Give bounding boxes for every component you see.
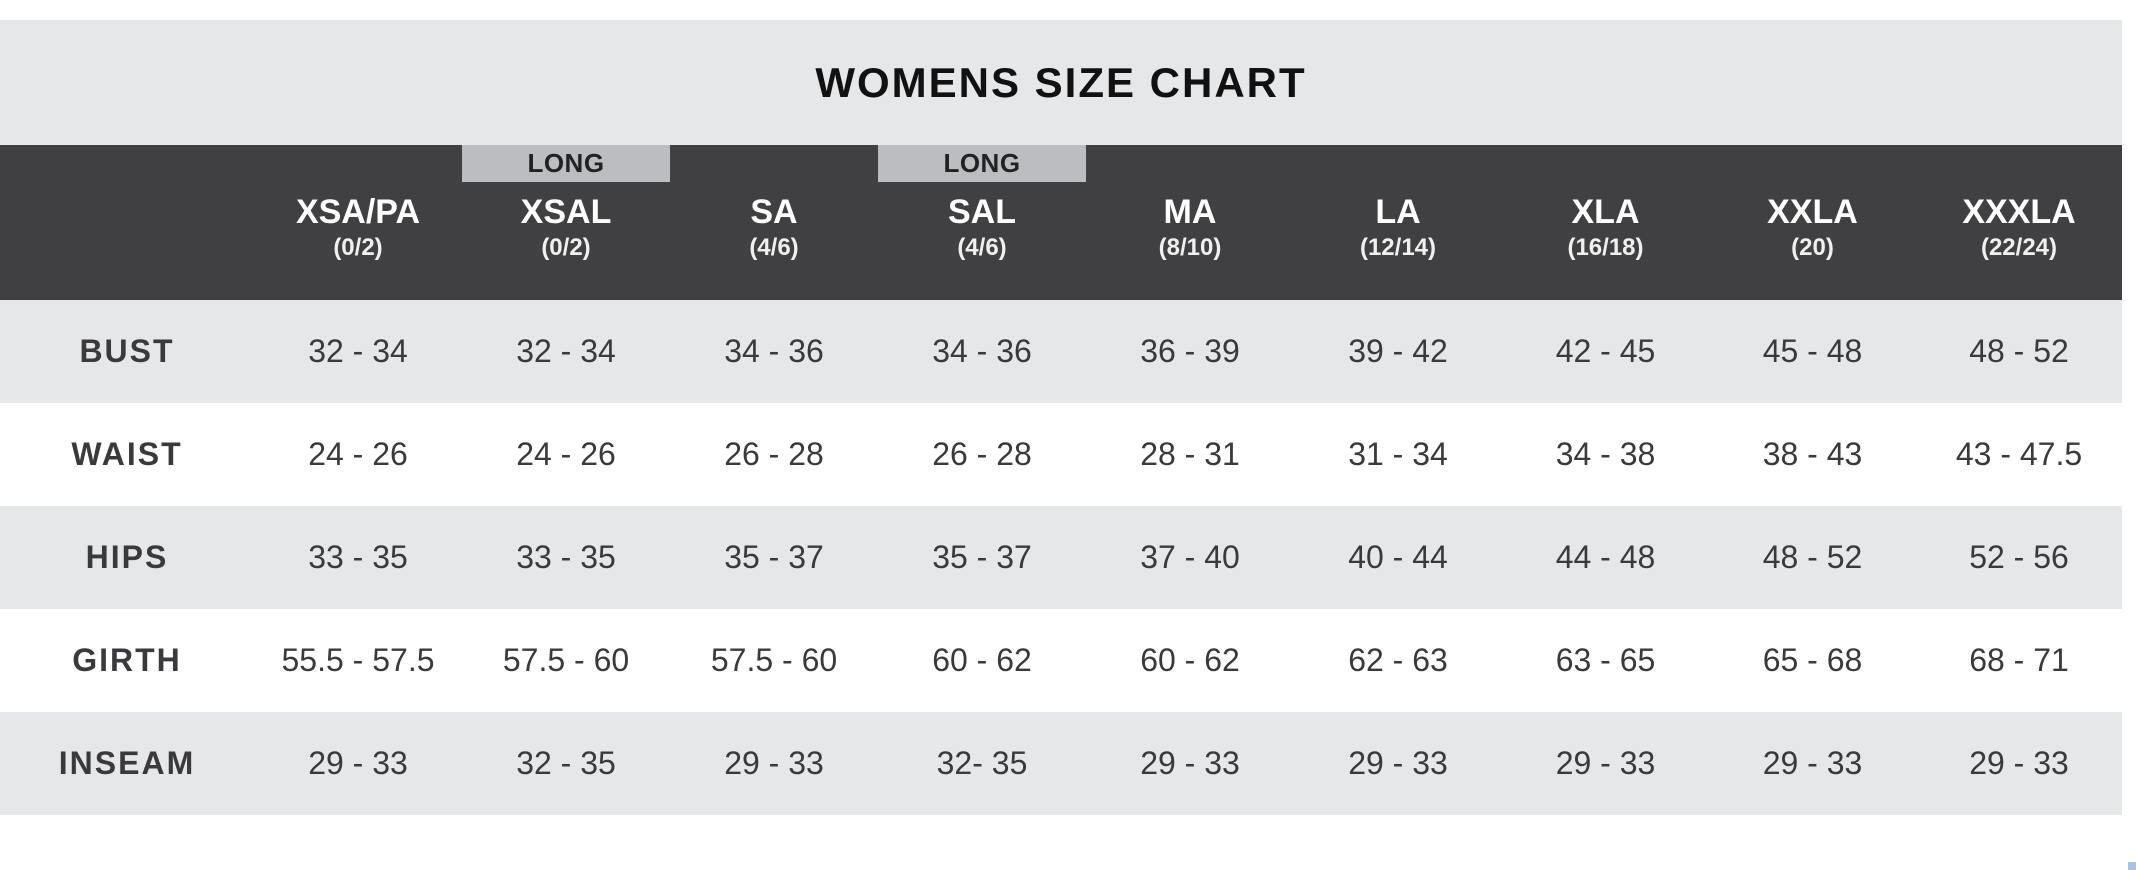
measurement-cell: 42 - 45: [1502, 300, 1709, 403]
size-table: XSA/PA (0/2) LONG XSAL (0/2) SA (4/6) LONG SAL (4…: [0, 145, 2122, 815]
table-body: BUST 32 - 34 32 - 34 34 - 36 34 - 36 36 - 39 3…: [0, 300, 2122, 815]
size-column-header: LONG SAL (4/6): [878, 145, 1086, 300]
title-bar: WOMENS SIZE CHART: [0, 20, 2122, 145]
measurement-cell: 35 - 37: [670, 506, 878, 609]
measurement-cell: 44 - 48: [1502, 506, 1709, 609]
measurement-cell: 34 - 38: [1502, 403, 1709, 506]
measurement-cell: 31 - 34: [1294, 403, 1502, 506]
size-number: (8/10): [1158, 233, 1222, 261]
measurement-cell: 24 - 26: [254, 403, 462, 506]
measurement-row-inseam: INSEAM 29 - 33 32 - 35 29 - 33 32- 35 29 - 33…: [0, 712, 2122, 815]
measurement-cell: 29 - 33: [254, 712, 462, 815]
measurement-cell: 68 - 71: [1916, 609, 2122, 712]
measurement-row-hips: HIPS 33 - 35 33 - 35 35 - 37 35 - 37 37 - 40 4…: [0, 506, 2122, 609]
size-code: SAL: [948, 192, 1016, 231]
measurement-cell: 33 - 35: [462, 506, 670, 609]
size-code: XSA/PA: [295, 192, 421, 231]
row-label: HIPS: [0, 506, 254, 609]
size-column-header: XSA/PA (0/2): [254, 145, 462, 300]
long-tag: LONG: [878, 145, 1086, 182]
chart-title: WOMENS SIZE CHART: [815, 58, 1307, 106]
measurement-cell: 62 - 63: [1294, 609, 1502, 712]
long-tag: LONG: [462, 145, 670, 182]
size-code: XXXLA: [1962, 192, 2076, 231]
size-number: (22/24): [1980, 233, 2058, 261]
size-number: (20): [1791, 233, 1834, 261]
size-code: XXLA: [1767, 192, 1858, 231]
measurement-cell: 29 - 33: [1294, 712, 1502, 815]
measurement-cell: 32 - 35: [462, 712, 670, 815]
measurement-cell: 26 - 28: [878, 403, 1086, 506]
size-column-header: SA (4/6): [670, 145, 878, 300]
size-number: (4/6): [749, 233, 799, 261]
row-label: WAIST: [0, 403, 254, 506]
measurement-cell: 65 - 68: [1709, 609, 1916, 712]
measurement-cell: 36 - 39: [1086, 300, 1294, 403]
measurement-cell: 63 - 65: [1502, 609, 1709, 712]
row-label: BUST: [0, 300, 254, 403]
measurement-cell: 37 - 40: [1086, 506, 1294, 609]
measurement-cell: 29 - 33: [1916, 712, 2122, 815]
size-number: (12/14): [1359, 233, 1437, 261]
size-column-header: LONG XSAL (0/2): [462, 145, 670, 300]
size-column-header: LA (12/14): [1294, 145, 1502, 300]
measurement-cell: 35 - 37: [878, 506, 1086, 609]
size-code: XLA: [1571, 192, 1640, 231]
measurement-cell: 45 - 48: [1709, 300, 1916, 403]
measurement-cell: 48 - 52: [1709, 506, 1916, 609]
size-code: XSAL: [520, 192, 612, 231]
measurement-cell: 57.5 - 60: [670, 609, 878, 712]
measurement-cell: 32 - 34: [254, 300, 462, 403]
size-number: (0/2): [541, 233, 591, 261]
measurement-cell: 29 - 33: [1086, 712, 1294, 815]
measurement-cell: 52 - 56: [1916, 506, 2122, 609]
size-code: MA: [1163, 192, 1217, 231]
measurement-cell: 40 - 44: [1294, 506, 1502, 609]
measurement-cell: 34 - 36: [670, 300, 878, 403]
row-label: INSEAM: [0, 712, 254, 815]
measurement-cell: 39 - 42: [1294, 300, 1502, 403]
measurement-cell: 43 - 47.5: [1916, 403, 2122, 506]
measurement-cell: 60 - 62: [878, 609, 1086, 712]
size-column-header: XXXLA (22/24): [1916, 145, 2122, 300]
measurement-row-girth: GIRTH 55.5 - 57.5 57.5 - 60 57.5 - 60 60 - 6…: [0, 609, 2122, 712]
measurement-cell: 32 - 34: [462, 300, 670, 403]
measurement-row-waist: WAIST 24 - 26 24 - 26 26 - 28 26 - 28 28 - 31…: [0, 403, 2122, 506]
size-number: (4/6): [957, 233, 1007, 261]
measurement-cell: 29 - 33: [1502, 712, 1709, 815]
measurement-cell: 55.5 - 57.5: [254, 609, 462, 712]
measurement-cell: 32- 35: [878, 712, 1086, 815]
size-column-header: XXLA (20): [1709, 145, 1916, 300]
measurement-cell: 48 - 52: [1916, 300, 2122, 403]
size-column-header: XLA (16/18): [1502, 145, 1709, 300]
measurement-cell: 26 - 28: [670, 403, 878, 506]
header-corner-cell: [0, 145, 254, 300]
size-code: SA: [750, 192, 798, 231]
measurement-cell: 34 - 36: [878, 300, 1086, 403]
measurement-cell: 24 - 26: [462, 403, 670, 506]
size-code: LA: [1375, 192, 1421, 231]
size-number: (0/2): [333, 233, 383, 261]
measurement-cell: 29 - 33: [1709, 712, 1916, 815]
measurement-cell: 29 - 33: [670, 712, 878, 815]
row-label: GIRTH: [0, 609, 254, 712]
measurement-cell: 57.5 - 60: [462, 609, 670, 712]
measurement-cell: 60 - 62: [1086, 609, 1294, 712]
header-row: XSA/PA (0/2) LONG XSAL (0/2) SA (4/6) LONG SAL (4…: [0, 145, 2122, 300]
size-number: (16/18): [1567, 233, 1644, 261]
size-column-header: MA (8/10): [1086, 145, 1294, 300]
corner-accent: [2128, 862, 2136, 870]
measurement-row-bust: BUST 32 - 34 32 - 34 34 - 36 34 - 36 36 - 39 3…: [0, 300, 2122, 403]
measurement-cell: 38 - 43: [1709, 403, 1916, 506]
measurement-cell: 28 - 31: [1086, 403, 1294, 506]
measurement-cell: 33 - 35: [254, 506, 462, 609]
